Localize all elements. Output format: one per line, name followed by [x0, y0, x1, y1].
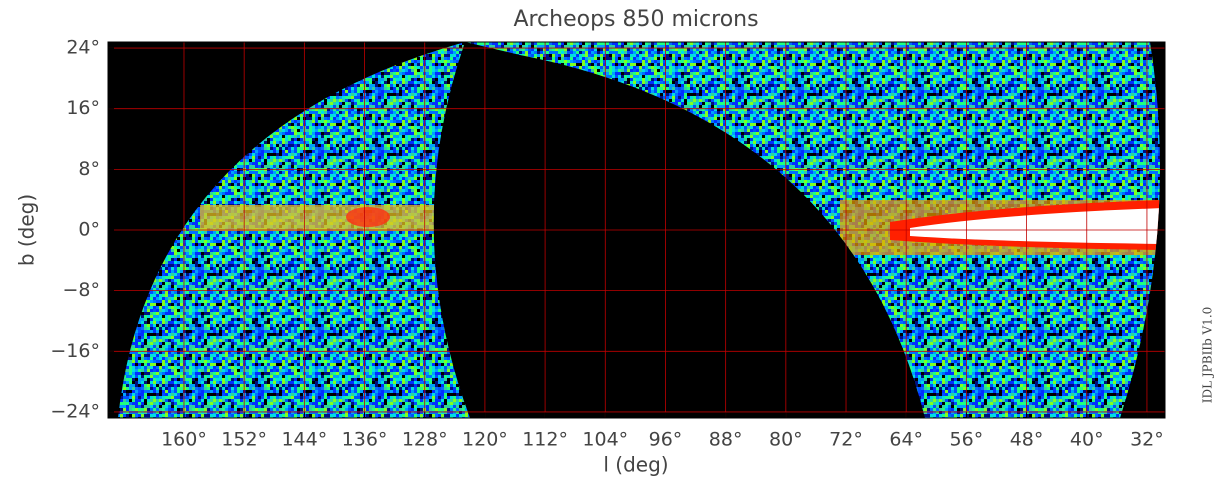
- x-tick-label: 152°: [221, 429, 267, 451]
- side-note: IDL JPBIIb V1.0: [1201, 307, 1215, 404]
- y-tick-label: −24°: [50, 400, 100, 422]
- plot-frame: [107, 41, 1166, 419]
- y-tick-label: −16°: [50, 340, 100, 362]
- x-tick-label: 120°: [462, 429, 508, 451]
- y-tick-label: −8°: [62, 279, 100, 301]
- x-axis-label: l (deg): [603, 453, 668, 477]
- x-tick-label: 48°: [1010, 429, 1044, 451]
- x-tick-label: 56°: [950, 429, 984, 451]
- y-tick-label: 24°: [66, 37, 100, 59]
- y-tick-label: 16°: [66, 97, 100, 119]
- x-tick-label: 104°: [582, 429, 628, 451]
- x-tick-label: 40°: [1070, 429, 1104, 451]
- chart-title: Archeops 850 microns: [513, 7, 758, 32]
- x-tick-label: 80°: [769, 429, 803, 451]
- galactic-plane: [346, 207, 390, 227]
- y-tick-label: 8°: [78, 158, 100, 180]
- x-tick-label: 128°: [402, 429, 448, 451]
- x-tick-label: 160°: [161, 429, 207, 451]
- x-tick-label: 136°: [342, 429, 388, 451]
- x-tick-label: 88°: [709, 429, 743, 451]
- y-tick-label: 0°: [78, 219, 100, 241]
- x-tick-label: 32°: [1130, 429, 1164, 451]
- x-tick-label: 96°: [649, 429, 683, 451]
- x-tick-label: 72°: [829, 429, 863, 451]
- galactic-plane: [910, 208, 1160, 244]
- axes: 160° 152° 144° 136° 128° 120° 112° 104° 96° 88° 80…: [50, 37, 1166, 451]
- galactic-plane: [200, 205, 435, 231]
- x-tick-label: 144°: [281, 429, 327, 451]
- y-axis-label: b (deg): [15, 194, 39, 266]
- x-tick-label: 64°: [889, 429, 923, 451]
- x-tick-label: 112°: [522, 429, 568, 451]
